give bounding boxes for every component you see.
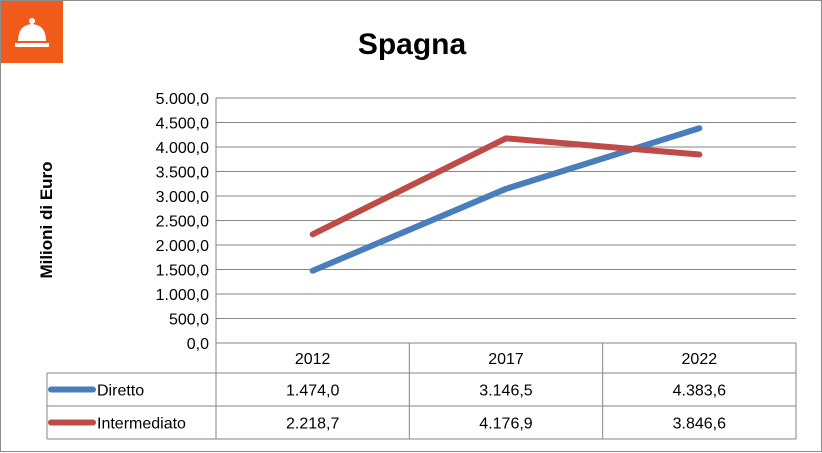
data-label: 4.383,6 [673,383,726,400]
y-tick-label: 5.000,0 [156,91,209,108]
data-label: 4.176,9 [479,416,532,433]
y-tick-label: 0,0 [187,336,209,353]
y-tick-label: 2.000,0 [156,238,209,255]
y-tick-label: 2.500,0 [156,214,209,231]
chart-title: Spagna [357,28,467,61]
y-tick-label: 3.500,0 [156,165,209,182]
y-tick-label: 4.000,0 [156,140,209,157]
data-label: 3.146,5 [479,383,532,400]
x-tick-label: 2012 [295,351,331,368]
x-tick-label: 2022 [682,351,718,368]
data-label: 1.474,0 [286,383,339,400]
y-tick-label: 1.000,0 [156,287,209,304]
y-tick-label: 3.000,0 [156,189,209,206]
y-tick-label: 1.500,0 [156,263,209,280]
data-label: 3.846,6 [673,416,726,433]
category-badge [1,1,63,63]
service-bell-icon [15,18,49,47]
x-tick-label: 2017 [488,351,524,368]
y-tick-label: 4.500,0 [156,116,209,133]
data-label: 2.218,7 [286,416,339,433]
series-line-intermediato [309,135,703,238]
legend-label: Diretto [97,383,144,400]
legend-label: Intermediato [97,416,186,433]
y-tick-label: 500,0 [169,312,209,329]
